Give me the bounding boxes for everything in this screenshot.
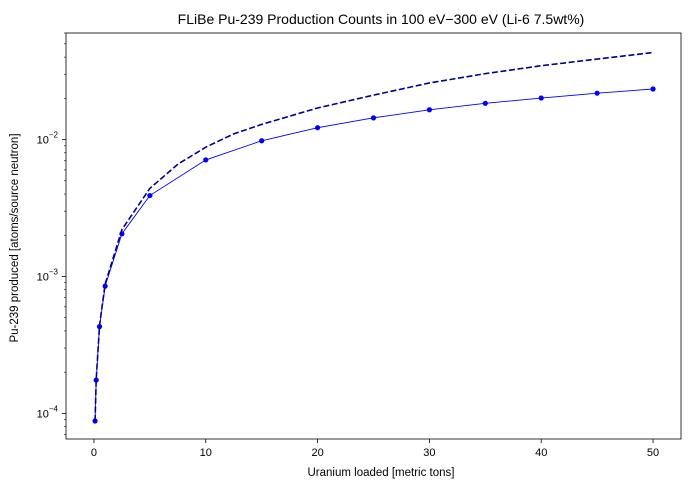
series-0-point <box>96 324 103 330</box>
series-0-point <box>426 107 433 113</box>
x-tick-label: 30 <box>423 447 435 459</box>
series-0-point <box>594 90 600 96</box>
x-tick-label: 0 <box>91 447 97 459</box>
series-0-point <box>538 95 544 101</box>
x-axis-label: Uranium loaded [metric tons] <box>307 467 454 479</box>
x-tick-label: 50 <box>647 447 659 459</box>
x-tick-label: 10 <box>200 447 212 459</box>
series-0-point <box>93 377 99 383</box>
series-0-point <box>147 192 153 199</box>
series-1-line <box>94 51 654 422</box>
x-tick-label: 40 <box>535 447 547 459</box>
series-0-point <box>370 115 377 121</box>
plot-frame <box>65 32 682 440</box>
y-axis-label: Pu-239 produced [atoms/source neutron] <box>9 133 21 342</box>
chart-title: FLiBe Pu-239 Production Counts in 100 eV… <box>178 11 585 27</box>
series-0-point <box>259 138 265 144</box>
series-0-point <box>650 86 656 92</box>
series-0-point <box>102 283 108 289</box>
series-0-point <box>203 157 209 163</box>
series-0-point <box>314 125 321 131</box>
x-tick-label: 20 <box>311 447 323 459</box>
series-0-point <box>482 100 488 106</box>
series-layer <box>92 51 656 424</box>
